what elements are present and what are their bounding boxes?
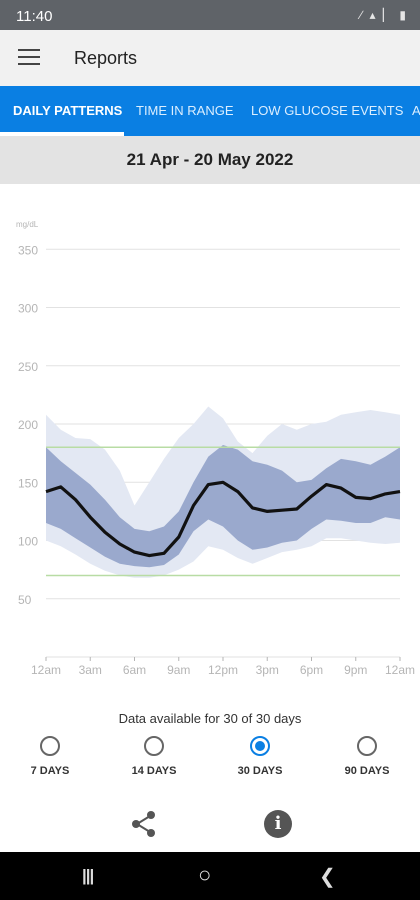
x-tick-label: 12am xyxy=(385,663,415,677)
y-tick-label: 350 xyxy=(18,243,38,257)
y-tick-label: 300 xyxy=(18,302,38,316)
system-nav-bar: ||| ○ ❮ xyxy=(0,852,420,900)
daily-patterns-chart: mg/dL 350 300 250 200 150 100 50 12am 3am 6am 9am… xyxy=(16,220,415,677)
active-tab-indicator xyxy=(0,132,124,136)
range-label: 7 DAYS xyxy=(30,765,70,777)
tab-daily-patterns[interactable]: DAILY PATTERNS xyxy=(13,103,123,118)
hamburger-menu-icon[interactable] xyxy=(18,49,40,67)
y-tick-label: 50 xyxy=(18,593,32,607)
y-tick-label: 250 xyxy=(18,360,38,374)
y-tick-label: 150 xyxy=(18,476,38,490)
radio-90-days[interactable] xyxy=(357,736,377,756)
status-bar: 11:40 ∕ ▴ ▏ ▮ xyxy=(0,0,420,30)
range-label: 30 DAYS xyxy=(237,765,283,777)
recent-apps-icon[interactable]: ||| xyxy=(82,866,94,885)
page-title: Reports xyxy=(74,48,138,68)
inner-percentile-band xyxy=(46,445,400,568)
radio-14-days[interactable] xyxy=(144,736,164,756)
median-line xyxy=(45,480,401,558)
range-option-14-days[interactable]: 14 DAYS xyxy=(114,734,194,777)
date-range: 21 Apr - 20 May 2022 xyxy=(0,136,420,184)
range-label: 90 DAYS xyxy=(344,765,390,777)
data-availability-text: Data available for 30 of 30 days xyxy=(118,711,302,726)
x-tick-label: 3pm xyxy=(256,663,279,677)
range-option-30-days[interactable]: 30 DAYS xyxy=(220,734,300,777)
tab-low-glucose-events[interactable]: LOW GLUCOSE EVENTS xyxy=(251,103,404,118)
share-icon[interactable] xyxy=(128,808,160,840)
x-tick-label: 6am xyxy=(123,663,146,677)
y-axis-unit-label: mg/dL xyxy=(16,220,39,229)
range-option-90-days[interactable]: 90 DAYS xyxy=(327,734,407,777)
tab-overflow[interactable]: A xyxy=(412,103,420,118)
range-selector: 7 DAYS 14 DAYS 30 DAYS 90 DAYS xyxy=(0,734,420,784)
range-option-7-days[interactable]: 7 DAYS xyxy=(10,734,90,777)
report-tabs: DAILY PATTERNS TIME IN RANGE LOW GLUCOSE… xyxy=(0,86,420,136)
radio-7-days[interactable] xyxy=(40,736,60,756)
x-tick-label: 9pm xyxy=(344,663,367,677)
status-time: 11:40 xyxy=(16,8,53,25)
tab-time-in-range[interactable]: TIME IN RANGE xyxy=(136,103,234,118)
x-tick-label: 12pm xyxy=(208,663,238,677)
report-actions: i xyxy=(0,806,420,842)
x-tick-label: 9am xyxy=(167,663,190,677)
home-icon[interactable]: ○ xyxy=(198,862,212,887)
x-tick-label: 12am xyxy=(31,663,61,677)
x-tick-label: 3am xyxy=(79,663,102,677)
x-tick-label: 6pm xyxy=(300,663,323,677)
app-bar: Reports xyxy=(0,30,420,86)
back-icon[interactable]: ❮ xyxy=(319,866,336,888)
info-icon[interactable]: i xyxy=(264,810,292,838)
y-tick-label: 200 xyxy=(18,418,38,432)
range-label: 14 DAYS xyxy=(131,765,177,777)
y-tick-label: 100 xyxy=(18,535,38,549)
status-icons: ∕ ▴ ▏ ▮ xyxy=(360,8,408,22)
radio-30-days[interactable] xyxy=(250,736,270,756)
